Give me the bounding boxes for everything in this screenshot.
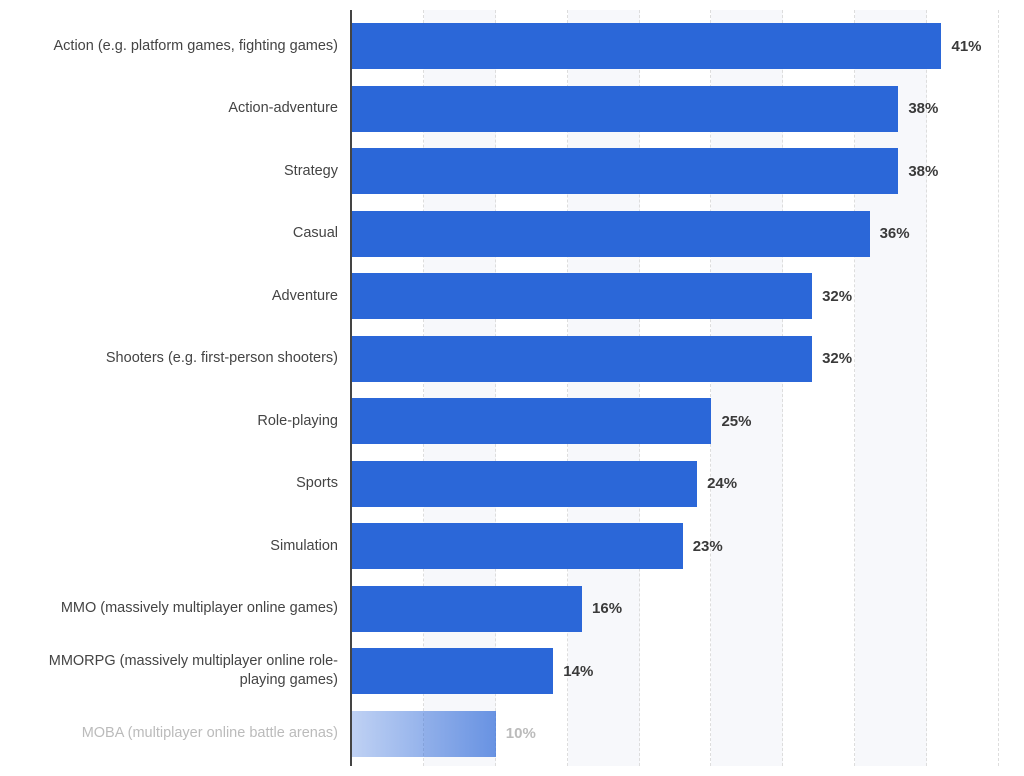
bar <box>352 398 711 444</box>
value-label: 10% <box>506 725 536 742</box>
y-axis-labels: Action (e.g. platform games, fighting ga… <box>10 10 350 766</box>
plot-area: 41% 38% 38% 36% 32% 32% 25% 24% 23% 16% 14% 10% <box>350 10 999 766</box>
bar-row: 23% <box>352 515 999 578</box>
category-label: Strategy <box>10 140 350 203</box>
value-label: 41% <box>951 38 981 55</box>
bar-row: 16% <box>352 578 999 641</box>
bar <box>352 648 553 694</box>
value-label: 16% <box>592 600 622 617</box>
category-label-text: Casual <box>293 224 338 243</box>
value-label: 25% <box>721 413 751 430</box>
bar <box>352 461 697 507</box>
bar-row: 10% <box>352 703 999 766</box>
category-label: Shooters (e.g. first-person shooters) <box>10 328 350 391</box>
category-label: Action-adventure <box>10 78 350 141</box>
category-label: Simulation <box>10 515 350 578</box>
value-label: 32% <box>822 350 852 367</box>
category-label-text: MOBA (multiplayer online battle arenas) <box>82 724 338 743</box>
category-label: MMO (massively multiplayer online games) <box>10 578 350 641</box>
category-label: Action (e.g. platform games, fighting ga… <box>10 15 350 78</box>
category-label: Adventure <box>10 265 350 328</box>
bar-chart: Action (e.g. platform games, fighting ga… <box>10 10 999 766</box>
bar <box>352 211 870 257</box>
bar <box>352 23 941 69</box>
bar <box>352 273 812 319</box>
category-label-text: Adventure <box>272 287 338 306</box>
value-label: 38% <box>908 100 938 117</box>
bar-row: 36% <box>352 203 999 266</box>
bar <box>352 586 582 632</box>
bar <box>352 711 496 757</box>
bar <box>352 86 898 132</box>
category-label-text: MMORPG (massively multiplayer online rol… <box>18 652 338 690</box>
category-label-text: Strategy <box>284 162 338 181</box>
bar-row: 32% <box>352 265 999 328</box>
bar-row: 14% <box>352 640 999 703</box>
category-label-text: MMO (massively multiplayer online games) <box>61 599 338 618</box>
value-label: 38% <box>908 163 938 180</box>
bar-row: 38% <box>352 78 999 141</box>
category-label: MOBA (multiplayer online battle arenas) <box>10 703 350 766</box>
value-label: 14% <box>563 663 593 680</box>
bars-area: 41% 38% 38% 36% 32% 32% 25% 24% 23% 16% 14% 10% <box>352 15 999 766</box>
category-label: MMORPG (massively multiplayer online rol… <box>10 640 350 703</box>
bar <box>352 148 898 194</box>
category-label: Casual <box>10 203 350 266</box>
value-label: 24% <box>707 475 737 492</box>
category-label-text: Action (e.g. platform games, fighting ga… <box>54 37 339 56</box>
bar-row: 25% <box>352 390 999 453</box>
value-label: 36% <box>880 225 910 242</box>
value-label: 23% <box>693 538 723 555</box>
bar-row: 32% <box>352 328 999 391</box>
category-label-text: Shooters (e.g. first-person shooters) <box>106 349 338 368</box>
bar-row: 41% <box>352 15 999 78</box>
category-label-text: Role-playing <box>257 412 338 431</box>
category-label-text: Action-adventure <box>228 99 338 118</box>
category-label-text: Sports <box>296 474 338 493</box>
bar <box>352 336 812 382</box>
category-label: Sports <box>10 453 350 516</box>
bar-row: 38% <box>352 140 999 203</box>
bar <box>352 523 683 569</box>
category-label-text: Simulation <box>270 537 338 556</box>
value-label: 32% <box>822 288 852 305</box>
bar-row: 24% <box>352 453 999 516</box>
category-label: Role-playing <box>10 390 350 453</box>
